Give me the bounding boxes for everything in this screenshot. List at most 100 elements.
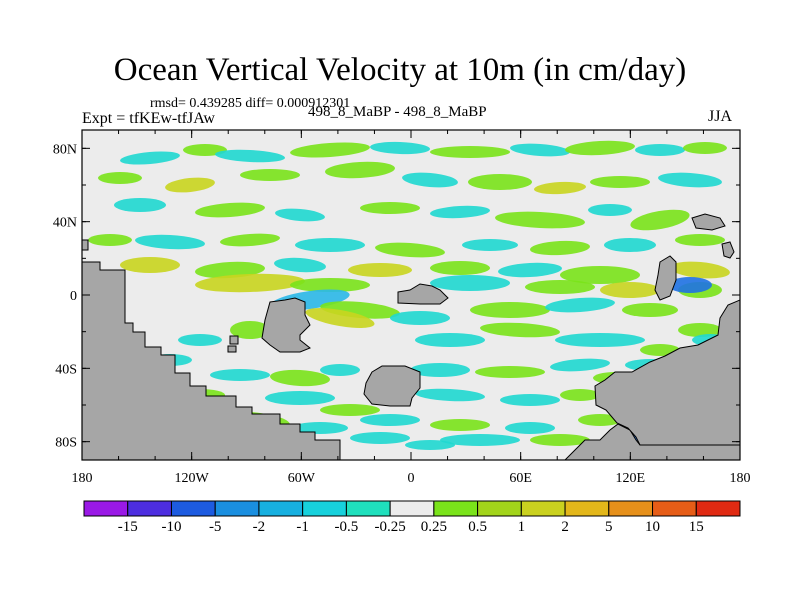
velocity-patch: [430, 261, 490, 275]
axis-labels: 180 120W 60W 0 60E 120E 180 80N 40N 0 40S 80S: [53, 142, 751, 486]
land-small-islet-2: [227, 345, 237, 353]
season-label: JJA: [708, 108, 733, 125]
colorbar-swatch: [214, 500, 260, 517]
colorbar-label: -0.25: [375, 519, 406, 535]
colorbar-swatch: [83, 500, 129, 517]
velocity-patch: [658, 172, 722, 188]
velocity-patch: [195, 273, 305, 293]
velocity-patch: [555, 333, 645, 347]
velocity-patch: [290, 142, 370, 158]
velocity-patch: [360, 202, 420, 214]
x-tick-label: 60W: [288, 471, 316, 486]
y-tick-label: 80N: [53, 142, 77, 157]
velocity-patch: [348, 263, 412, 277]
x-tick-label: 180: [730, 471, 751, 486]
land-north-west-coast: [82, 239, 89, 251]
colorbar-label: 0.25: [421, 519, 447, 535]
colorbar-label: 15: [689, 519, 704, 535]
velocity-patch: [402, 172, 458, 188]
velocity-patch: [560, 266, 640, 284]
land-island-east-2: [721, 241, 735, 259]
colorbar-swatch: [389, 500, 435, 517]
experiment-label: Expt = tfKEw-tfJAw: [82, 110, 215, 127]
x-tick-label: 60E: [509, 471, 532, 486]
velocity-patch: [683, 142, 727, 154]
velocity-patch: [430, 275, 510, 291]
velocity-patch: [588, 204, 632, 216]
colorbar-label: 0.5: [468, 519, 487, 535]
colorbar-swatch: [345, 500, 391, 517]
velocity-patch: [498, 262, 562, 278]
land-small-islet-1: [229, 335, 239, 345]
velocity-patch: [292, 422, 348, 434]
colorbar-label: 5: [605, 519, 613, 535]
velocity-patch: [295, 238, 365, 252]
velocity-patch: [530, 240, 590, 256]
velocity-patch: [480, 322, 560, 338]
colorbar: -15 -10 -5 -2 -1 -0.5 -0.25 0.25 0.5 1 2 5 10 15: [83, 500, 741, 535]
colorbar-swatch: [520, 500, 566, 517]
velocity-patch: [405, 440, 455, 450]
x-tick-label: 0: [408, 471, 415, 486]
y-tick-label: 80S: [55, 436, 77, 451]
velocity-patch: [320, 364, 360, 376]
velocity-patch: [500, 394, 560, 406]
map-plot-area: [82, 130, 740, 460]
velocity-patch: [390, 311, 450, 325]
colorbar-swatch: [695, 500, 741, 517]
stats-text: rmsd= 0.439285 diff= 0.000912301: [150, 96, 351, 111]
velocity-patch: [325, 161, 395, 179]
velocity-patch: [360, 414, 420, 426]
axis-ticks: [81, 130, 741, 460]
velocity-patch: [622, 303, 678, 317]
y-tick-label: 40S: [55, 362, 77, 377]
colorbar-swatch: [258, 500, 304, 517]
land-africa-east: [363, 365, 421, 407]
velocity-patch: [240, 169, 300, 181]
colorbar-label: -1: [296, 519, 309, 535]
velocity-patch: [510, 143, 570, 157]
colorbar-label: 10: [645, 519, 660, 535]
velocity-patch: [468, 174, 532, 190]
velocity-patch: [462, 239, 518, 251]
land-island-north-east: [691, 213, 726, 231]
velocity-patch: [195, 202, 265, 218]
velocity-patch: [220, 233, 280, 247]
velocity-patch: [275, 208, 325, 222]
velocity-patch: [415, 333, 485, 347]
velocity-patch: [635, 144, 685, 156]
colorbar-swatch: [564, 500, 610, 517]
velocity-patch: [670, 261, 730, 279]
colorbar-label: -15: [118, 519, 138, 535]
colorbar-swatch: [302, 500, 347, 517]
velocity-patch: [604, 238, 656, 252]
velocity-patch: [545, 297, 615, 313]
velocity-patch: [410, 363, 470, 377]
velocity-patch: [114, 198, 166, 212]
velocity-patch: [530, 434, 590, 446]
velocity-patch: [505, 422, 555, 434]
colorbar-swatch: [433, 500, 479, 517]
velocity-patch: [534, 181, 586, 195]
velocity-patch: [525, 280, 595, 294]
velocity-patch: [415, 388, 485, 402]
velocity-patch: [430, 205, 490, 219]
velocity-patch: [560, 389, 600, 401]
map-title: Ocean Vertical Velocity at 10m (in cm/da…: [113, 52, 687, 88]
velocity-patch: [230, 321, 270, 339]
land-americas: [82, 261, 341, 460]
velocity-patch: [590, 176, 650, 188]
velocity-patch: [265, 391, 335, 405]
velocity-patch: [88, 234, 132, 246]
colorbar-label: -2: [253, 519, 266, 535]
velocity-patch: [270, 369, 330, 387]
colorbar-swatch: [608, 500, 654, 517]
velocity-patch: [550, 358, 610, 372]
velocity-patch: [430, 146, 510, 158]
land-maritime-continent: [397, 283, 449, 305]
velocity-patch: [675, 234, 725, 246]
y-tick-label: 0: [70, 289, 77, 304]
colorbar-swatch: [652, 500, 697, 517]
velocity-patch: [178, 334, 222, 346]
velocity-patch: [350, 432, 410, 444]
